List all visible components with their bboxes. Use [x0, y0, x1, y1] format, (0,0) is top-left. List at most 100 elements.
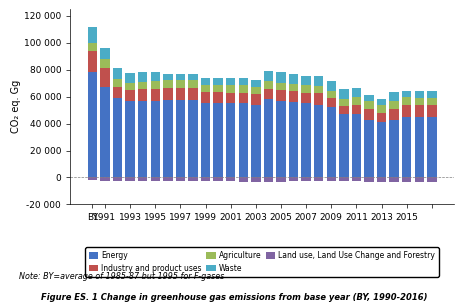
Bar	[402, 178, 411, 182]
Bar	[251, 105, 261, 178]
Bar	[239, 103, 248, 178]
Bar	[263, 71, 273, 81]
Bar	[226, 178, 235, 181]
Bar	[176, 178, 185, 181]
Bar	[289, 91, 298, 102]
Bar	[415, 117, 424, 178]
Bar	[339, 88, 349, 99]
Bar	[289, 74, 298, 84]
Bar	[427, 91, 437, 98]
Bar	[213, 178, 223, 181]
Bar	[188, 178, 197, 181]
Bar	[301, 103, 311, 178]
Bar	[314, 86, 323, 93]
Bar	[100, 87, 110, 178]
Bar	[138, 89, 147, 101]
Bar	[125, 178, 135, 181]
Bar	[301, 76, 311, 85]
Bar	[226, 103, 235, 178]
Bar	[314, 93, 323, 105]
Bar	[163, 100, 173, 178]
Bar	[301, 85, 311, 93]
Bar	[339, 106, 349, 114]
Bar	[327, 107, 336, 178]
Bar	[351, 88, 361, 97]
Bar	[339, 99, 349, 106]
Bar	[263, 88, 273, 99]
Bar	[188, 88, 197, 100]
Bar	[314, 178, 323, 181]
Bar	[125, 90, 135, 101]
Bar	[239, 85, 248, 93]
Bar	[389, 101, 399, 109]
Bar	[201, 78, 210, 84]
Bar	[100, 48, 110, 59]
Bar	[239, 93, 248, 103]
Bar	[213, 103, 223, 178]
Bar	[364, 95, 373, 101]
Bar	[339, 178, 349, 181]
Bar	[201, 92, 210, 103]
Bar	[415, 106, 424, 117]
Bar	[113, 87, 122, 98]
Bar	[138, 178, 147, 181]
Bar	[100, 178, 110, 181]
Bar	[377, 178, 386, 182]
Bar	[88, 43, 97, 51]
Bar	[327, 178, 336, 181]
Bar	[239, 178, 248, 182]
Bar	[151, 72, 160, 81]
Bar	[113, 178, 122, 181]
Bar	[402, 91, 411, 97]
Bar	[100, 68, 110, 87]
Bar	[389, 92, 399, 101]
Bar	[339, 114, 349, 178]
Bar	[327, 98, 336, 107]
Bar	[213, 78, 223, 84]
Bar	[276, 178, 285, 182]
Bar	[327, 81, 336, 91]
Bar	[100, 59, 110, 68]
Bar	[351, 114, 361, 178]
Bar	[239, 78, 248, 85]
Bar	[327, 91, 336, 98]
Bar	[289, 178, 298, 181]
Bar	[113, 68, 122, 79]
Bar	[138, 72, 147, 82]
Bar	[163, 178, 173, 181]
Bar	[163, 74, 173, 81]
Bar	[402, 105, 411, 117]
Bar	[364, 109, 373, 120]
Bar	[201, 103, 210, 178]
Bar	[364, 101, 373, 109]
Bar	[151, 178, 160, 181]
Bar	[88, 72, 97, 178]
Bar	[415, 91, 424, 98]
Bar	[263, 99, 273, 178]
Bar	[163, 88, 173, 100]
Bar	[251, 80, 261, 87]
Legend: Energy, Industry and product uses, Agriculture, Waste, Land use, Land Use Change: Energy, Industry and product uses, Agric…	[85, 247, 439, 277]
Bar	[389, 178, 399, 182]
Bar	[427, 117, 437, 178]
Bar	[276, 90, 285, 101]
Bar	[276, 72, 285, 83]
Text: Note: BY=average of 1985-87 but 1995 for F-gases: Note: BY=average of 1985-87 but 1995 for…	[19, 272, 224, 281]
Bar	[88, 27, 97, 43]
Bar	[251, 178, 261, 182]
Bar	[151, 101, 160, 178]
Bar	[377, 106, 386, 113]
Bar	[402, 97, 411, 105]
Bar	[188, 100, 197, 178]
Bar	[151, 88, 160, 101]
Bar	[125, 73, 135, 83]
Bar	[201, 178, 210, 181]
Bar	[364, 120, 373, 178]
Y-axis label: CO₂ eq. Gg: CO₂ eq. Gg	[11, 80, 21, 133]
Bar	[88, 178, 97, 180]
Bar	[226, 93, 235, 103]
Bar	[125, 83, 135, 90]
Bar	[113, 79, 122, 87]
Bar	[176, 74, 185, 81]
Bar	[389, 120, 399, 178]
